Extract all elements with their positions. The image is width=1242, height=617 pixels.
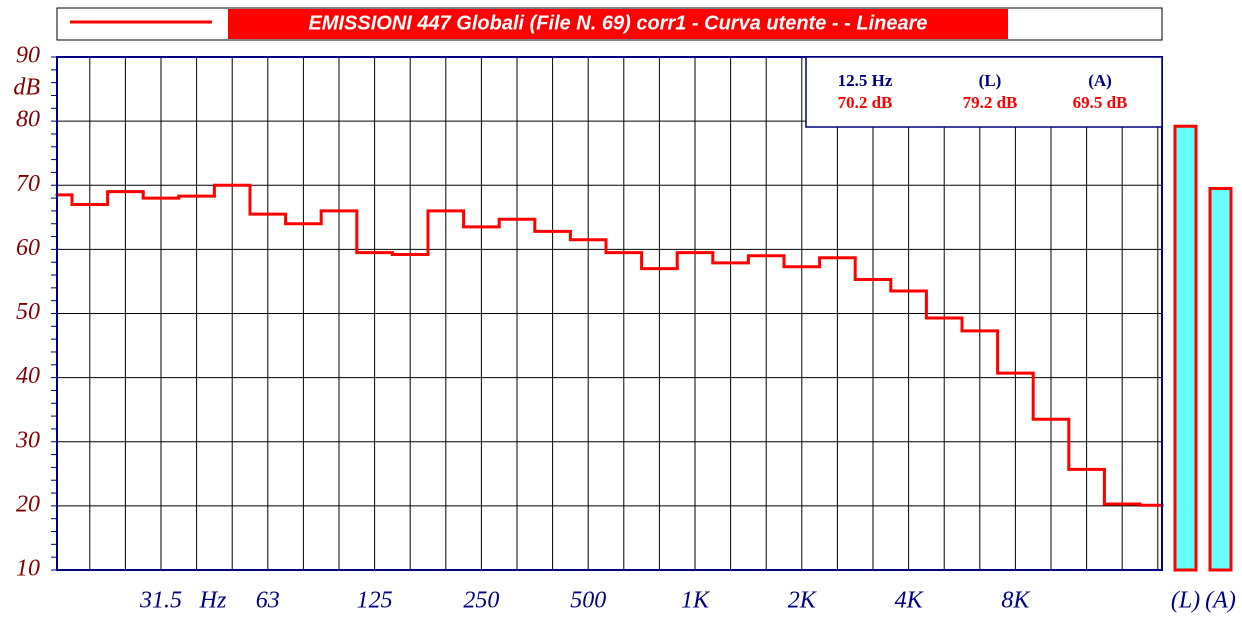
- y-unit: dB: [13, 75, 40, 101]
- total-bar: [1208, 186, 1233, 572]
- x-tick-label: 8K: [1001, 588, 1031, 614]
- y-tick-label: 40: [16, 363, 40, 389]
- readout-box: [805, 56, 1163, 128]
- y-tick-label: 10: [16, 556, 40, 582]
- y-tick-label: 50: [16, 299, 40, 325]
- x-tick-label: 63: [256, 588, 280, 614]
- readout-header: 12.5 Hz: [838, 71, 893, 90]
- title-background: [228, 9, 1008, 39]
- x-tick-label: 1K: [681, 588, 711, 614]
- total-label: (A): [1205, 588, 1236, 614]
- total-label: (L): [1171, 588, 1200, 614]
- x-tick-label: 31.5: [139, 588, 182, 614]
- y-tick-label: 30: [15, 427, 40, 453]
- total-bar: [1173, 124, 1198, 572]
- x-tick-label: 500: [570, 588, 606, 614]
- x-unit: Hz: [199, 588, 227, 614]
- y-tick-label: 70: [16, 171, 40, 197]
- readout-value: 70.2 dB: [838, 93, 893, 112]
- readout-value: 79.2 dB: [963, 93, 1018, 112]
- y-tick-label: 80: [16, 107, 40, 133]
- y-tick-label: 60: [16, 235, 40, 261]
- plot-frame: [56, 56, 1163, 571]
- x-tick-label: 125: [357, 588, 393, 614]
- x-tick-label: 250: [463, 588, 499, 614]
- y-tick-label: 90: [16, 43, 40, 69]
- readout-header: (L): [979, 71, 1002, 90]
- chart-title: EMISSIONI 447 Globali (File N. 69) corr1…: [308, 12, 927, 34]
- x-tick-label: 2K: [788, 588, 818, 614]
- y-tick-label: 20: [16, 491, 40, 517]
- readout-header: (A): [1088, 71, 1112, 90]
- x-tick-label: 4K: [895, 588, 925, 614]
- readout-value: 69.5 dB: [1073, 93, 1128, 112]
